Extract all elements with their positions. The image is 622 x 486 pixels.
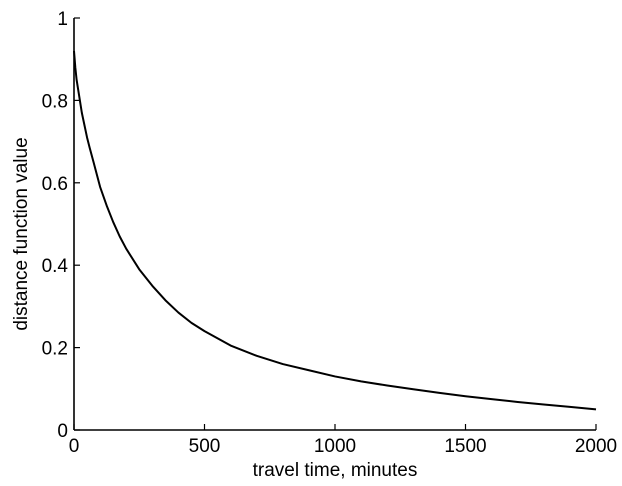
x-tick-label: 1000 bbox=[314, 436, 356, 457]
x-tick-label: 1500 bbox=[444, 436, 486, 457]
x-axis-label: travel time, minutes bbox=[253, 460, 418, 481]
y-tick-label: 0.4 bbox=[42, 256, 69, 277]
y-axis-label: distance function value bbox=[11, 137, 32, 330]
y-tick-label: 0.8 bbox=[42, 91, 68, 112]
y-tick-label: 0.6 bbox=[42, 174, 68, 195]
y-tick-label: 1 bbox=[57, 9, 68, 30]
plot-area: 0 500 1000 1500 2000 0 0.2 0.4 0.6 0.8 1 bbox=[42, 9, 618, 457]
y-tick-label: 0 bbox=[57, 421, 68, 442]
x-tick-label: 500 bbox=[189, 436, 221, 457]
y-tick-label: 0.2 bbox=[42, 339, 68, 360]
series-line bbox=[73, 50, 597, 411]
x-ticks: 0 500 1000 1500 2000 bbox=[69, 424, 617, 457]
x-tick-label: 2000 bbox=[575, 436, 617, 457]
x-tick-label: 0 bbox=[69, 436, 80, 457]
y-ticks: 0 0.2 0.4 0.6 0.8 1 bbox=[42, 9, 80, 442]
